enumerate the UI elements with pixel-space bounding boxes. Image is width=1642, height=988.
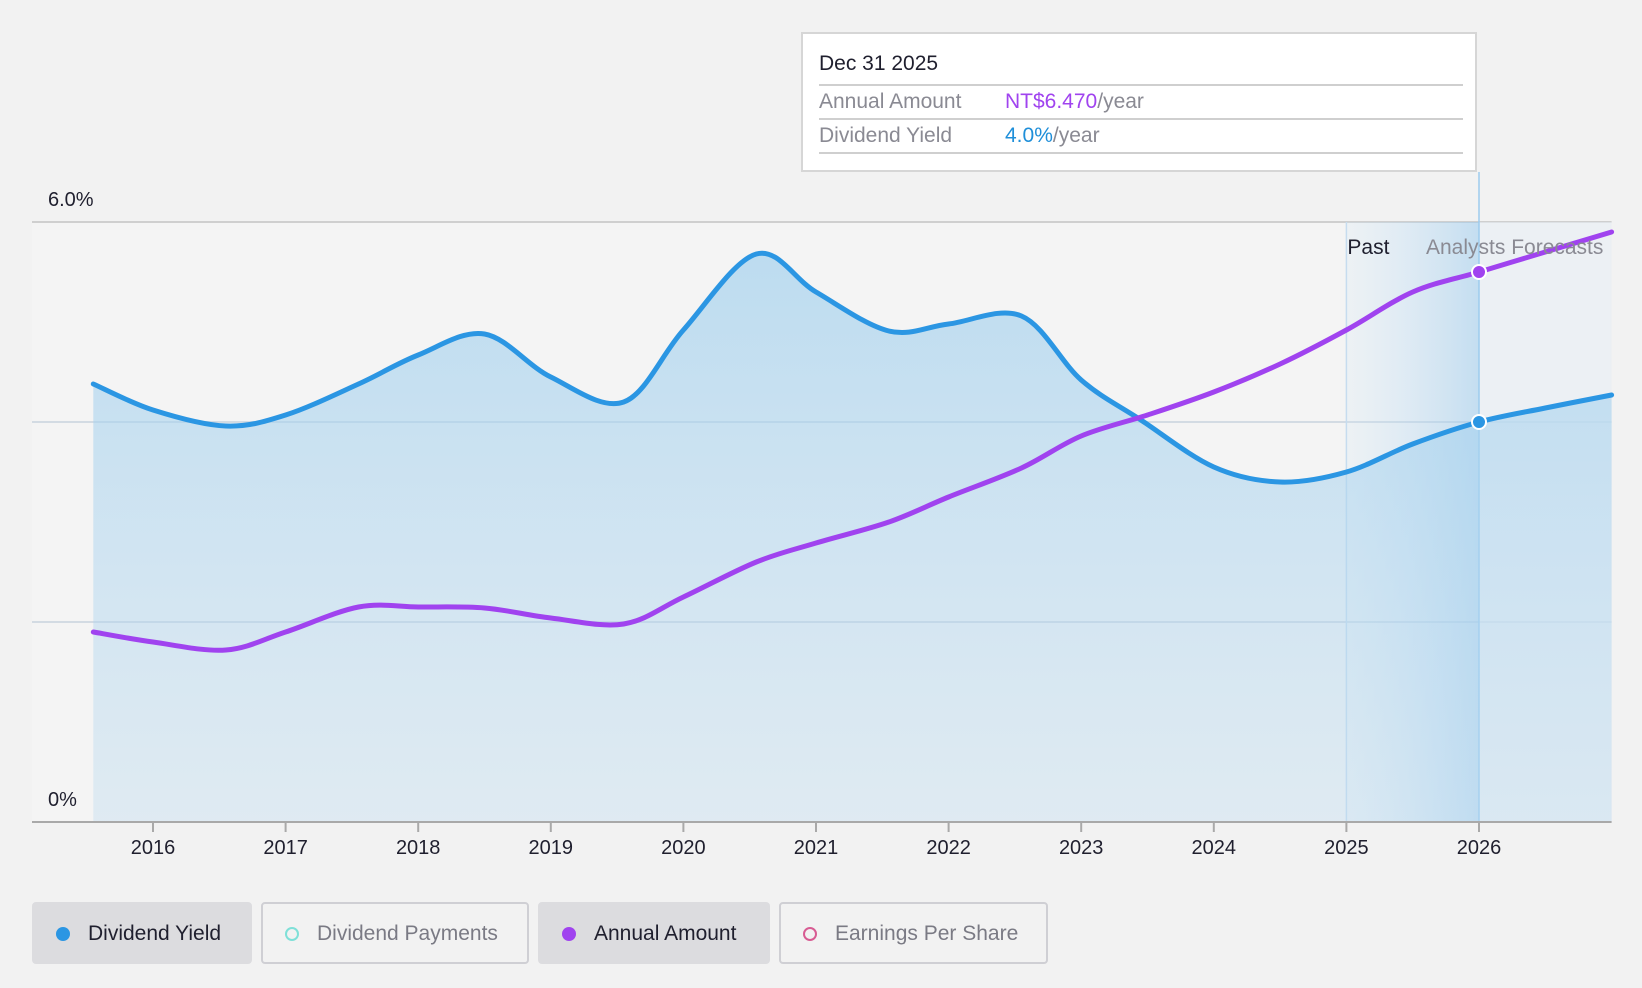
dividend-yield-area xyxy=(93,253,1612,823)
dividend-yield-dot-icon xyxy=(56,927,70,941)
dividend-yield-highlight-point xyxy=(1471,414,1487,430)
dividend-yield-line xyxy=(90,250,1615,485)
x-tick-label: 2019 xyxy=(529,837,574,859)
x-tick-label: 2017 xyxy=(263,837,308,859)
tooltip-annual-amount-value-wrap: NT$6.470/year xyxy=(1005,90,1144,114)
tooltip: Dec 31 2025 Annual Amount NT$6.470/year … xyxy=(801,32,1477,172)
legend-dividend-payments-button[interactable]: Dividend Payments xyxy=(261,902,529,964)
x-tick-label: 2018 xyxy=(396,837,441,859)
x-tick-label: 2021 xyxy=(794,837,839,859)
x-tick-label: 2022 xyxy=(926,837,971,859)
legend-annual-amount-label: Annual Amount xyxy=(594,922,737,945)
annual-amount-highlight-point xyxy=(1471,264,1487,280)
past-label: Past xyxy=(1347,236,1389,259)
tooltip-dividend-yield-row: Dividend Yield 4.0%/year xyxy=(819,118,1463,154)
legend-dividend-yield-button[interactable]: Dividend Yield xyxy=(32,902,252,964)
tooltip-annual-amount-unit: /year xyxy=(1097,90,1144,113)
earnings-per-share-dot-icon xyxy=(803,927,817,941)
tooltip-dividend-yield-value: 4.0% xyxy=(1005,124,1053,147)
annual-amount-line xyxy=(90,229,1615,653)
tooltip-date: Dec 31 2025 xyxy=(819,52,939,75)
legend-annual-amount-button[interactable]: Annual Amount xyxy=(538,902,770,964)
tooltip-dividend-yield-label: Dividend Yield xyxy=(819,124,953,147)
tooltip-annual-amount-label: Annual Amount xyxy=(819,90,962,113)
forecast-label: Analysts Forecasts xyxy=(1426,236,1603,259)
legend-dividend-yield-label: Dividend Yield xyxy=(88,922,222,945)
legend-earnings-per-share-label: Earnings Per Share xyxy=(835,922,1019,945)
x-tick-label: 2020 xyxy=(661,837,706,859)
tooltip-annual-amount-row: Annual Amount NT$6.470/year xyxy=(819,84,1463,120)
y-tick-label-bottom: 0% xyxy=(48,789,77,811)
tooltip-dividend-yield-value-wrap: 4.0%/year xyxy=(1005,124,1100,148)
x-tick-label: 2026 xyxy=(1457,837,1502,859)
x-tick-label: 2016 xyxy=(131,837,176,859)
tooltip-divider xyxy=(819,152,1463,154)
x-tick-label: 2024 xyxy=(1192,837,1237,859)
annual-amount-dot-icon xyxy=(562,927,576,941)
tooltip-dividend-yield-unit: /year xyxy=(1052,124,1100,147)
tooltip-annual-amount-value: NT$6.470 xyxy=(1005,90,1098,113)
x-tick-label: 2025 xyxy=(1324,837,1369,859)
x-tick-label: 2023 xyxy=(1059,837,1104,859)
dividend-payments-dot-icon xyxy=(285,927,299,941)
legend-earnings-per-share-button[interactable]: Earnings Per Share xyxy=(779,902,1048,964)
y-tick-label-top: 6.0% xyxy=(48,189,94,211)
legend-dividend-payments-label: Dividend Payments xyxy=(317,922,498,945)
